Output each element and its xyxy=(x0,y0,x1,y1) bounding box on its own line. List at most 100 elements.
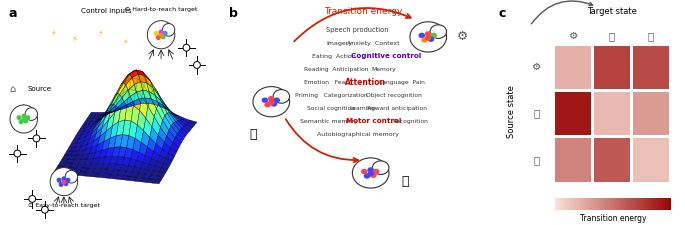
Polygon shape xyxy=(97,114,105,124)
Polygon shape xyxy=(121,89,129,107)
Polygon shape xyxy=(176,115,184,119)
Polygon shape xyxy=(68,155,77,159)
Polygon shape xyxy=(92,121,101,133)
Circle shape xyxy=(364,173,371,179)
Polygon shape xyxy=(109,93,117,106)
Polygon shape xyxy=(127,70,136,75)
Text: ⚡: ⚡ xyxy=(71,35,77,44)
Polygon shape xyxy=(84,125,92,131)
Polygon shape xyxy=(88,124,97,132)
Text: ⚡: ⚡ xyxy=(51,28,56,37)
Polygon shape xyxy=(88,120,97,124)
Circle shape xyxy=(430,25,447,38)
Polygon shape xyxy=(147,83,155,95)
Polygon shape xyxy=(110,122,119,138)
Text: Social cognition: Social cognition xyxy=(308,106,356,111)
Polygon shape xyxy=(139,142,147,155)
Bar xyxy=(594,45,630,89)
Polygon shape xyxy=(99,148,108,157)
Polygon shape xyxy=(133,138,141,152)
Polygon shape xyxy=(105,169,114,174)
Polygon shape xyxy=(172,113,180,121)
Polygon shape xyxy=(82,122,91,125)
Polygon shape xyxy=(108,111,116,114)
Polygon shape xyxy=(93,115,101,119)
Polygon shape xyxy=(134,82,142,92)
Circle shape xyxy=(29,196,36,202)
Text: Recognition: Recognition xyxy=(392,119,428,124)
Polygon shape xyxy=(83,148,92,155)
Polygon shape xyxy=(139,98,147,104)
Text: b: b xyxy=(229,7,238,20)
Polygon shape xyxy=(72,171,80,176)
Polygon shape xyxy=(144,79,153,96)
Circle shape xyxy=(59,182,64,187)
Text: Attention: Attention xyxy=(345,78,386,87)
Polygon shape xyxy=(132,71,140,79)
Circle shape xyxy=(14,150,21,157)
Polygon shape xyxy=(109,174,118,179)
Polygon shape xyxy=(149,159,158,166)
Polygon shape xyxy=(75,155,83,159)
Polygon shape xyxy=(101,163,110,169)
Bar xyxy=(633,92,669,135)
Text: ⚡: ⚡ xyxy=(122,37,128,46)
Polygon shape xyxy=(158,102,166,109)
Polygon shape xyxy=(186,123,195,128)
Text: Speech production: Speech production xyxy=(326,27,389,34)
Polygon shape xyxy=(108,104,116,112)
Polygon shape xyxy=(105,104,114,114)
Polygon shape xyxy=(142,86,150,106)
Polygon shape xyxy=(179,128,188,136)
Polygon shape xyxy=(141,130,150,147)
Polygon shape xyxy=(163,102,172,113)
Polygon shape xyxy=(155,176,164,180)
Polygon shape xyxy=(53,169,62,174)
Polygon shape xyxy=(138,72,147,86)
Polygon shape xyxy=(165,105,174,115)
Polygon shape xyxy=(151,82,159,96)
Polygon shape xyxy=(77,164,85,168)
Circle shape xyxy=(16,115,21,120)
Polygon shape xyxy=(155,161,164,168)
Circle shape xyxy=(10,105,38,133)
Text: Transition energy: Transition energy xyxy=(580,214,646,223)
Polygon shape xyxy=(128,159,137,167)
Text: Object recognition: Object recognition xyxy=(366,93,422,98)
Polygon shape xyxy=(166,153,175,161)
Polygon shape xyxy=(127,135,135,150)
Polygon shape xyxy=(166,130,175,143)
Polygon shape xyxy=(62,166,71,171)
FancyArrowPatch shape xyxy=(532,1,593,24)
Polygon shape xyxy=(73,135,82,140)
Polygon shape xyxy=(147,137,156,151)
Polygon shape xyxy=(95,112,103,115)
Polygon shape xyxy=(79,132,88,139)
Polygon shape xyxy=(77,150,86,155)
Polygon shape xyxy=(101,112,110,118)
Circle shape xyxy=(410,22,447,52)
Polygon shape xyxy=(111,93,120,104)
Polygon shape xyxy=(159,101,167,116)
Polygon shape xyxy=(87,152,96,159)
Circle shape xyxy=(159,33,164,38)
Polygon shape xyxy=(160,149,169,158)
Polygon shape xyxy=(80,124,88,129)
Text: Priming   Categorization: Priming Categorization xyxy=(295,93,368,98)
Polygon shape xyxy=(124,171,132,176)
Polygon shape xyxy=(153,180,161,184)
Polygon shape xyxy=(173,122,182,131)
Polygon shape xyxy=(64,163,73,167)
Polygon shape xyxy=(120,164,128,171)
Polygon shape xyxy=(104,126,112,141)
Circle shape xyxy=(253,87,290,117)
Polygon shape xyxy=(135,125,144,142)
Polygon shape xyxy=(145,147,153,159)
Text: ⚙: ⚙ xyxy=(457,30,468,43)
Polygon shape xyxy=(80,168,89,172)
Polygon shape xyxy=(86,168,95,173)
Polygon shape xyxy=(108,135,116,148)
Circle shape xyxy=(425,35,432,40)
Polygon shape xyxy=(130,92,139,102)
Polygon shape xyxy=(171,123,179,134)
